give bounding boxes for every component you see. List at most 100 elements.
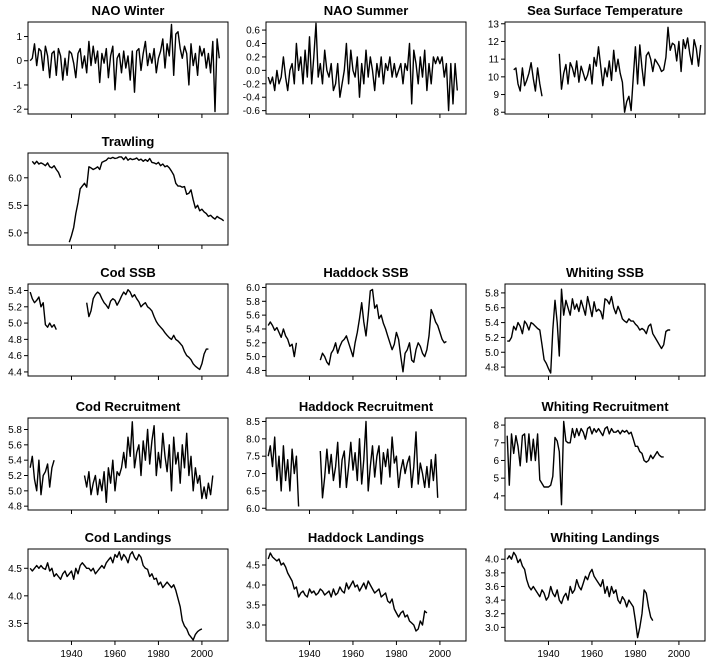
y-tick-label: 1 [16, 32, 22, 43]
y-tick-label: 4.8 [8, 335, 22, 346]
y-tick-label: 4.8 [246, 366, 260, 377]
x-tick-label: 1980 [385, 649, 408, 658]
chart-panel: Cod Landings 3.5 4.0 4.5 1940 1960 1980 2000 [8, 530, 229, 658]
y-tick-label: 5.8 [8, 425, 22, 436]
chart-panel: Whiting SSB 4.8 5.0 5.2 5.4 5.6 5.8 [485, 265, 706, 380]
y-tick-label: 5.2 [8, 471, 22, 482]
chart-title: Sea Surface Temperature [527, 3, 683, 18]
y-tick-label: 0.2 [246, 52, 260, 63]
y-tick-label: 0.0 [246, 66, 260, 77]
chart-title: Cod SSB [100, 265, 156, 280]
y-tick-label: 10 [488, 72, 500, 83]
y-tick-label: 0.6 [246, 26, 260, 37]
y-tick-label: 8.0 [246, 434, 260, 445]
y-tick-label: 5.6 [485, 303, 499, 314]
y-tick-label: 8 [493, 421, 499, 432]
y-tick-label: -0.6 [243, 106, 261, 117]
x-tick-label: 1940 [60, 649, 83, 658]
x-tick-label: 1960 [104, 649, 127, 658]
plot-frame [265, 417, 467, 511]
plot-frame [27, 548, 229, 642]
plot-frame [265, 283, 467, 377]
y-tick-label: 5.2 [8, 302, 22, 313]
y-tick-label: 4.6 [8, 351, 22, 362]
y-tick-label: -2 [13, 105, 22, 116]
y-tick-label: 5.4 [246, 324, 260, 335]
y-tick-label: 5.0 [246, 352, 260, 363]
series-line [29, 23, 220, 113]
series-line [513, 62, 543, 97]
y-tick-label: 5 [493, 474, 499, 485]
y-tick-label: 4.0 [485, 555, 499, 566]
y-tick-label: 4.0 [8, 591, 22, 602]
series-line [507, 288, 671, 374]
y-tick-label: 3.8 [485, 568, 499, 579]
x-tick-label: 1940 [537, 649, 560, 658]
x-tick-label: 1960 [581, 649, 604, 658]
chart-panel: Sea Surface Temperature 8 9 10 11 12 13 [488, 3, 706, 119]
y-tick-label: 8.5 [246, 417, 260, 428]
series-line [267, 321, 298, 358]
y-tick-label: 5.0 [485, 348, 499, 359]
y-tick-label: 5.0 [8, 319, 22, 330]
y-tick-label: 4.0 [246, 581, 260, 592]
series-line [68, 156, 225, 243]
plot-frame [265, 21, 467, 115]
x-tick-label: 2000 [191, 649, 214, 658]
chart-title: Cod Landings [85, 530, 172, 545]
chart-title: Haddock SSB [323, 265, 408, 280]
plot-frame [504, 417, 706, 511]
chart-title: Trawling [102, 134, 155, 149]
y-tick-label: 4.5 [246, 561, 260, 572]
plot-frame [504, 21, 706, 115]
chart-title: Whiting SSB [566, 265, 644, 280]
plot-frame [265, 548, 467, 642]
series-line [267, 436, 300, 507]
x-tick-label: 1960 [342, 649, 365, 658]
plot-frame [27, 152, 229, 246]
series-line [83, 421, 214, 503]
y-tick-label: 5.4 [8, 286, 22, 297]
chart-panel: Haddock Landings 3.0 3.5 4.0 4.5 1940 1960 1980… [246, 530, 467, 658]
y-tick-label: 0.4 [246, 39, 260, 50]
y-tick-label: 5.4 [485, 318, 499, 329]
y-tick-label: 12 [488, 37, 500, 48]
y-tick-label: -0.2 [243, 79, 261, 90]
chart-panel: Whiting Recruitment 4 5 6 7 8 [493, 399, 706, 514]
y-tick-label: -0.4 [243, 93, 261, 104]
series-line [506, 551, 654, 639]
y-tick-label: 6.0 [246, 504, 260, 515]
y-tick-label: 13 [488, 19, 500, 30]
y-tick-label: 5.8 [246, 297, 260, 308]
y-tick-label: 7.5 [246, 452, 260, 463]
chart-panel: Whiting Landings 3.0 3.2 3.4 3.6 3.8 4.0 1940 19… [485, 530, 706, 658]
y-tick-label: 8 [493, 108, 499, 119]
chart-panel: NAO Winter -2 -1 0 1 [13, 3, 229, 118]
y-tick-label: 4.5 [8, 564, 22, 575]
y-tick-label: 7.0 [246, 469, 260, 480]
y-tick-label: 5.0 [8, 228, 22, 239]
y-tick-label: 4.8 [8, 502, 22, 513]
chart-title: Whiting Recruitment [541, 399, 669, 414]
series-line [558, 26, 702, 113]
x-tick-label: 1980 [147, 649, 170, 658]
y-tick-label: 5.2 [246, 338, 260, 349]
series-line [29, 291, 57, 330]
y-tick-label: 5.6 [246, 311, 260, 322]
y-tick-label: 6.5 [246, 486, 260, 497]
plot-frame [27, 283, 229, 377]
chart-title: NAO Summer [324, 3, 409, 18]
y-tick-label: 4.8 [485, 363, 499, 374]
series-line [29, 551, 203, 641]
y-tick-label: 0 [16, 56, 22, 67]
series-line [31, 160, 62, 179]
plot-frame [504, 283, 706, 377]
x-tick-label: 1940 [298, 649, 321, 658]
y-tick-label: 3.0 [485, 623, 499, 634]
y-tick-label: 5.4 [8, 456, 22, 467]
chart-panel: Cod Recruitment 4.8 5.0 5.2 5.4 5.6 5.8 [8, 399, 229, 514]
y-tick-label: 5.5 [8, 201, 22, 212]
plot-frame [27, 21, 229, 115]
y-tick-label: 7 [493, 438, 499, 449]
